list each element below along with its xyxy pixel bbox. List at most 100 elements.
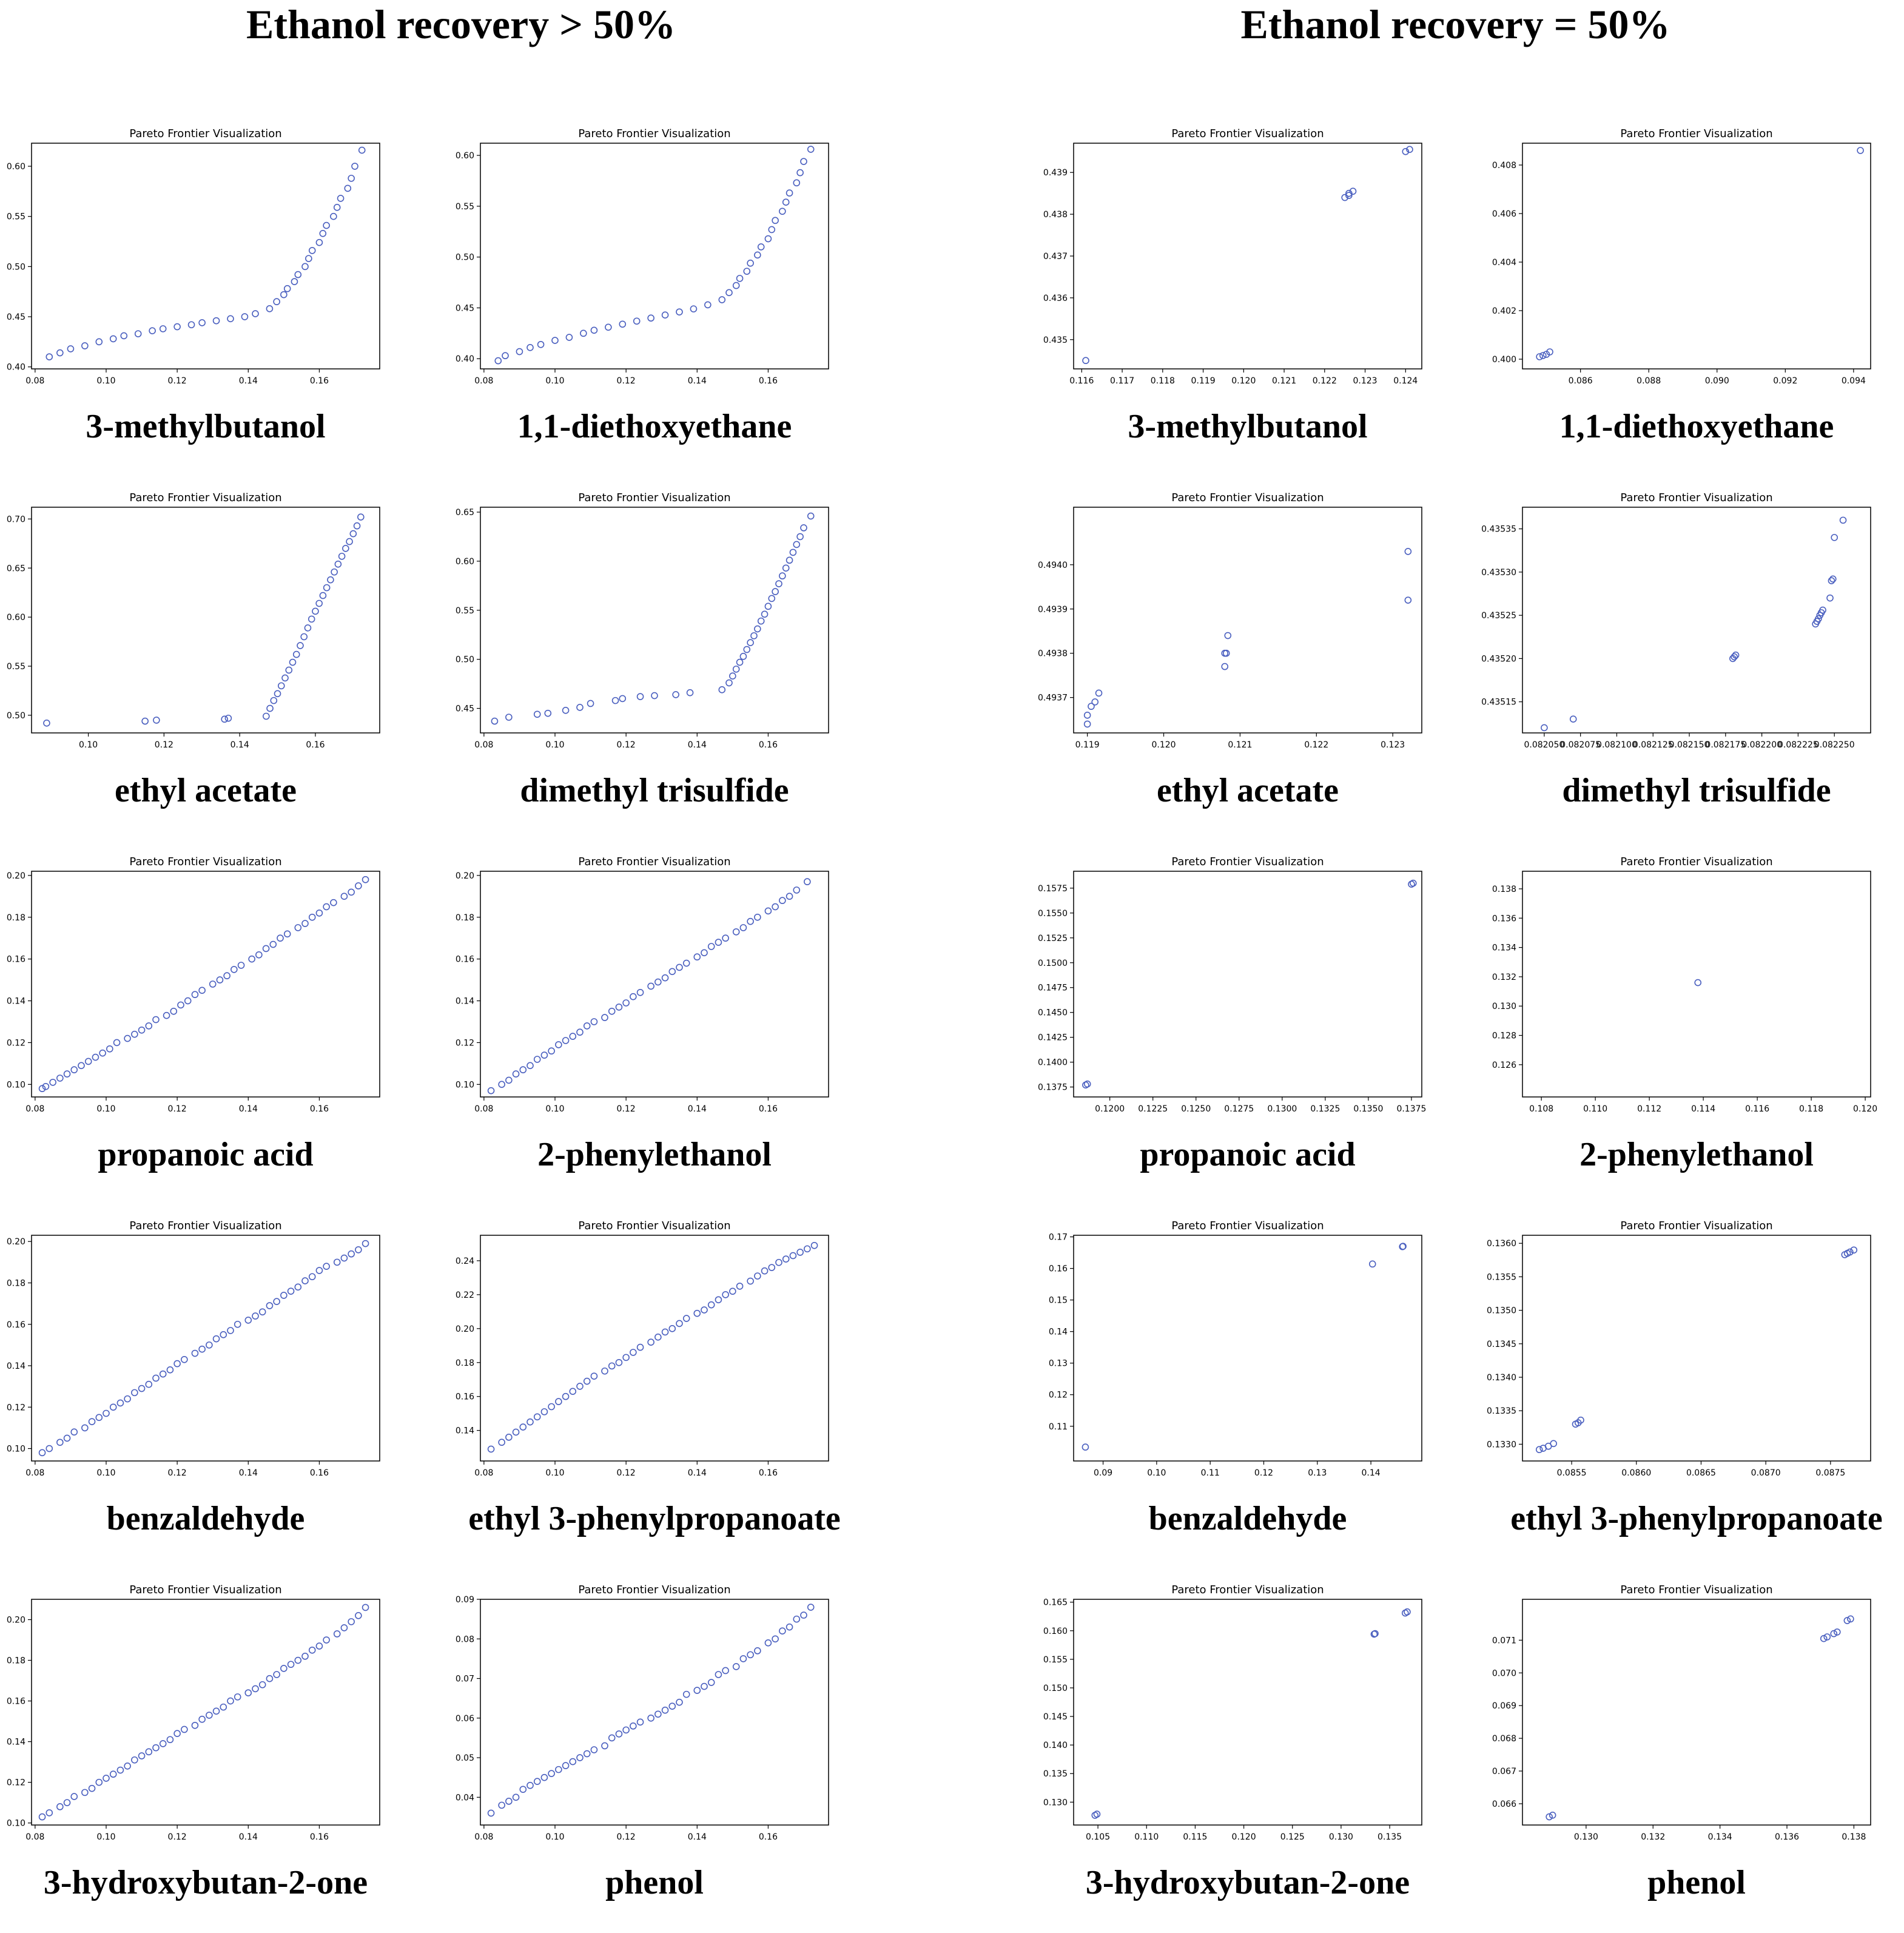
y-tick-label: 0.071 bbox=[1492, 1636, 1516, 1645]
y-tick-label: 0.45 bbox=[456, 303, 474, 313]
data-point bbox=[294, 1656, 302, 1664]
data-point bbox=[651, 692, 658, 700]
y-tick-label: 0.1355 bbox=[1487, 1272, 1516, 1282]
data-point bbox=[266, 704, 274, 712]
data-point bbox=[732, 1663, 740, 1670]
data-point bbox=[768, 226, 776, 234]
plot-frame bbox=[480, 871, 829, 1098]
data-point bbox=[348, 888, 355, 896]
data-point bbox=[498, 1439, 505, 1446]
data-point bbox=[38, 1085, 46, 1093]
data-point bbox=[1834, 1628, 1841, 1636]
data-point bbox=[173, 1360, 181, 1368]
x-tick-label: 0.12 bbox=[617, 1832, 636, 1842]
x-tick-label: 0.14 bbox=[230, 740, 249, 750]
data-point bbox=[619, 320, 627, 328]
compound-label: 2-phenylethanol bbox=[537, 1136, 772, 1173]
data-point bbox=[1404, 596, 1412, 604]
y-tick-label: 0.18 bbox=[456, 913, 474, 923]
x-tick-label: 0.14 bbox=[239, 376, 258, 386]
data-point bbox=[283, 285, 291, 292]
x-tick-label: 0.12 bbox=[155, 740, 173, 750]
data-point bbox=[323, 221, 330, 229]
data-point bbox=[736, 1283, 744, 1290]
data-point bbox=[273, 1298, 280, 1306]
data-point bbox=[95, 1778, 103, 1786]
data-point bbox=[1083, 712, 1091, 719]
data-point bbox=[1349, 187, 1357, 195]
data-point bbox=[334, 561, 342, 568]
data-point bbox=[764, 235, 772, 243]
data-point bbox=[1819, 606, 1826, 614]
data-point bbox=[772, 217, 779, 224]
panel-title: Pareto Frontier Visualization bbox=[578, 855, 730, 868]
data-point bbox=[761, 1267, 769, 1275]
data-point bbox=[81, 1424, 89, 1432]
data-point bbox=[1815, 615, 1822, 622]
y-tick-label: 0.15 bbox=[1049, 1296, 1068, 1306]
y-tick-label: 0.436 bbox=[1043, 294, 1068, 303]
data-point bbox=[38, 1449, 46, 1457]
data-point bbox=[754, 1272, 761, 1280]
data-point bbox=[1341, 194, 1348, 201]
data-point bbox=[747, 1277, 754, 1285]
y-tick-label: 0.067 bbox=[1492, 1767, 1516, 1776]
data-point bbox=[1820, 1634, 1828, 1642]
panel-title: Pareto Frontier Visualization bbox=[1171, 1220, 1324, 1232]
data-point bbox=[1091, 698, 1099, 706]
plot-frame bbox=[1073, 507, 1422, 734]
data-point bbox=[152, 1744, 160, 1752]
x-tick-label: 0.08 bbox=[474, 1104, 493, 1114]
y-tick-label: 0.09 bbox=[456, 1595, 474, 1605]
data-point bbox=[206, 1341, 213, 1349]
data-point bbox=[601, 1367, 608, 1375]
data-point bbox=[672, 691, 679, 698]
data-point bbox=[212, 1335, 220, 1343]
x-tick-label: 0.16 bbox=[310, 1832, 329, 1842]
data-point bbox=[351, 163, 358, 170]
y-tick-label: 0.130 bbox=[1492, 1002, 1516, 1011]
x-tick-label: 0.088 bbox=[1637, 376, 1661, 386]
data-point bbox=[198, 1715, 206, 1723]
y-tick-label: 0.24 bbox=[456, 1257, 474, 1266]
data-point bbox=[184, 997, 192, 1005]
y-tick-label: 0.12 bbox=[7, 1403, 25, 1412]
x-tick-label: 0.16 bbox=[759, 1832, 778, 1842]
data-point bbox=[551, 337, 559, 344]
data-point bbox=[70, 1428, 78, 1436]
data-point bbox=[248, 955, 255, 963]
panel-right-3-hydroxybutan-2-one: Pareto Frontier Visualization 0.105 0.110 0… bbox=[1043, 1584, 1422, 1901]
plot-frame bbox=[1522, 1599, 1871, 1826]
data-point bbox=[693, 953, 701, 961]
x-tick-label: 0.10 bbox=[79, 740, 98, 750]
data-point bbox=[134, 330, 142, 337]
data-point bbox=[526, 344, 534, 351]
x-tick-label: 0.14 bbox=[239, 1832, 258, 1842]
x-tick-label: 0.110 bbox=[1134, 1832, 1159, 1842]
data-point bbox=[103, 1775, 110, 1782]
data-point bbox=[173, 1730, 181, 1737]
data-point bbox=[487, 1087, 495, 1095]
panel-title: Pareto Frontier Visualization bbox=[578, 127, 730, 140]
x-tick-label: 0.130 bbox=[1574, 1832, 1598, 1842]
data-point bbox=[580, 329, 587, 337]
data-point bbox=[120, 332, 128, 340]
x-tick-label: 0.13 bbox=[1308, 1468, 1327, 1478]
y-tick-label: 0.160 bbox=[1043, 1627, 1068, 1636]
panel-left-2-phenylethanol: Pareto Frontier Visualization 0.08 0.10 0.1… bbox=[456, 855, 829, 1173]
data-point bbox=[330, 212, 337, 220]
data-point bbox=[487, 1445, 495, 1453]
y-tick-label: 0.1350 bbox=[1487, 1306, 1516, 1316]
data-point bbox=[785, 1623, 793, 1631]
data-point bbox=[747, 259, 754, 267]
panel-left-ethyl-acetate: Pareto Frontier Visualization 0.10 0.12 0.1… bbox=[7, 491, 380, 809]
x-tick-label: 0.0860 bbox=[1621, 1468, 1651, 1478]
data-point bbox=[45, 1445, 53, 1452]
data-point bbox=[355, 1246, 362, 1253]
y-tick-label: 0.16 bbox=[7, 1320, 25, 1330]
x-tick-label: 0.115 bbox=[1183, 1832, 1207, 1842]
y-tick-label: 0.138 bbox=[1492, 885, 1516, 894]
data-point bbox=[84, 1058, 92, 1065]
x-tick-label: 0.10 bbox=[1147, 1468, 1166, 1478]
